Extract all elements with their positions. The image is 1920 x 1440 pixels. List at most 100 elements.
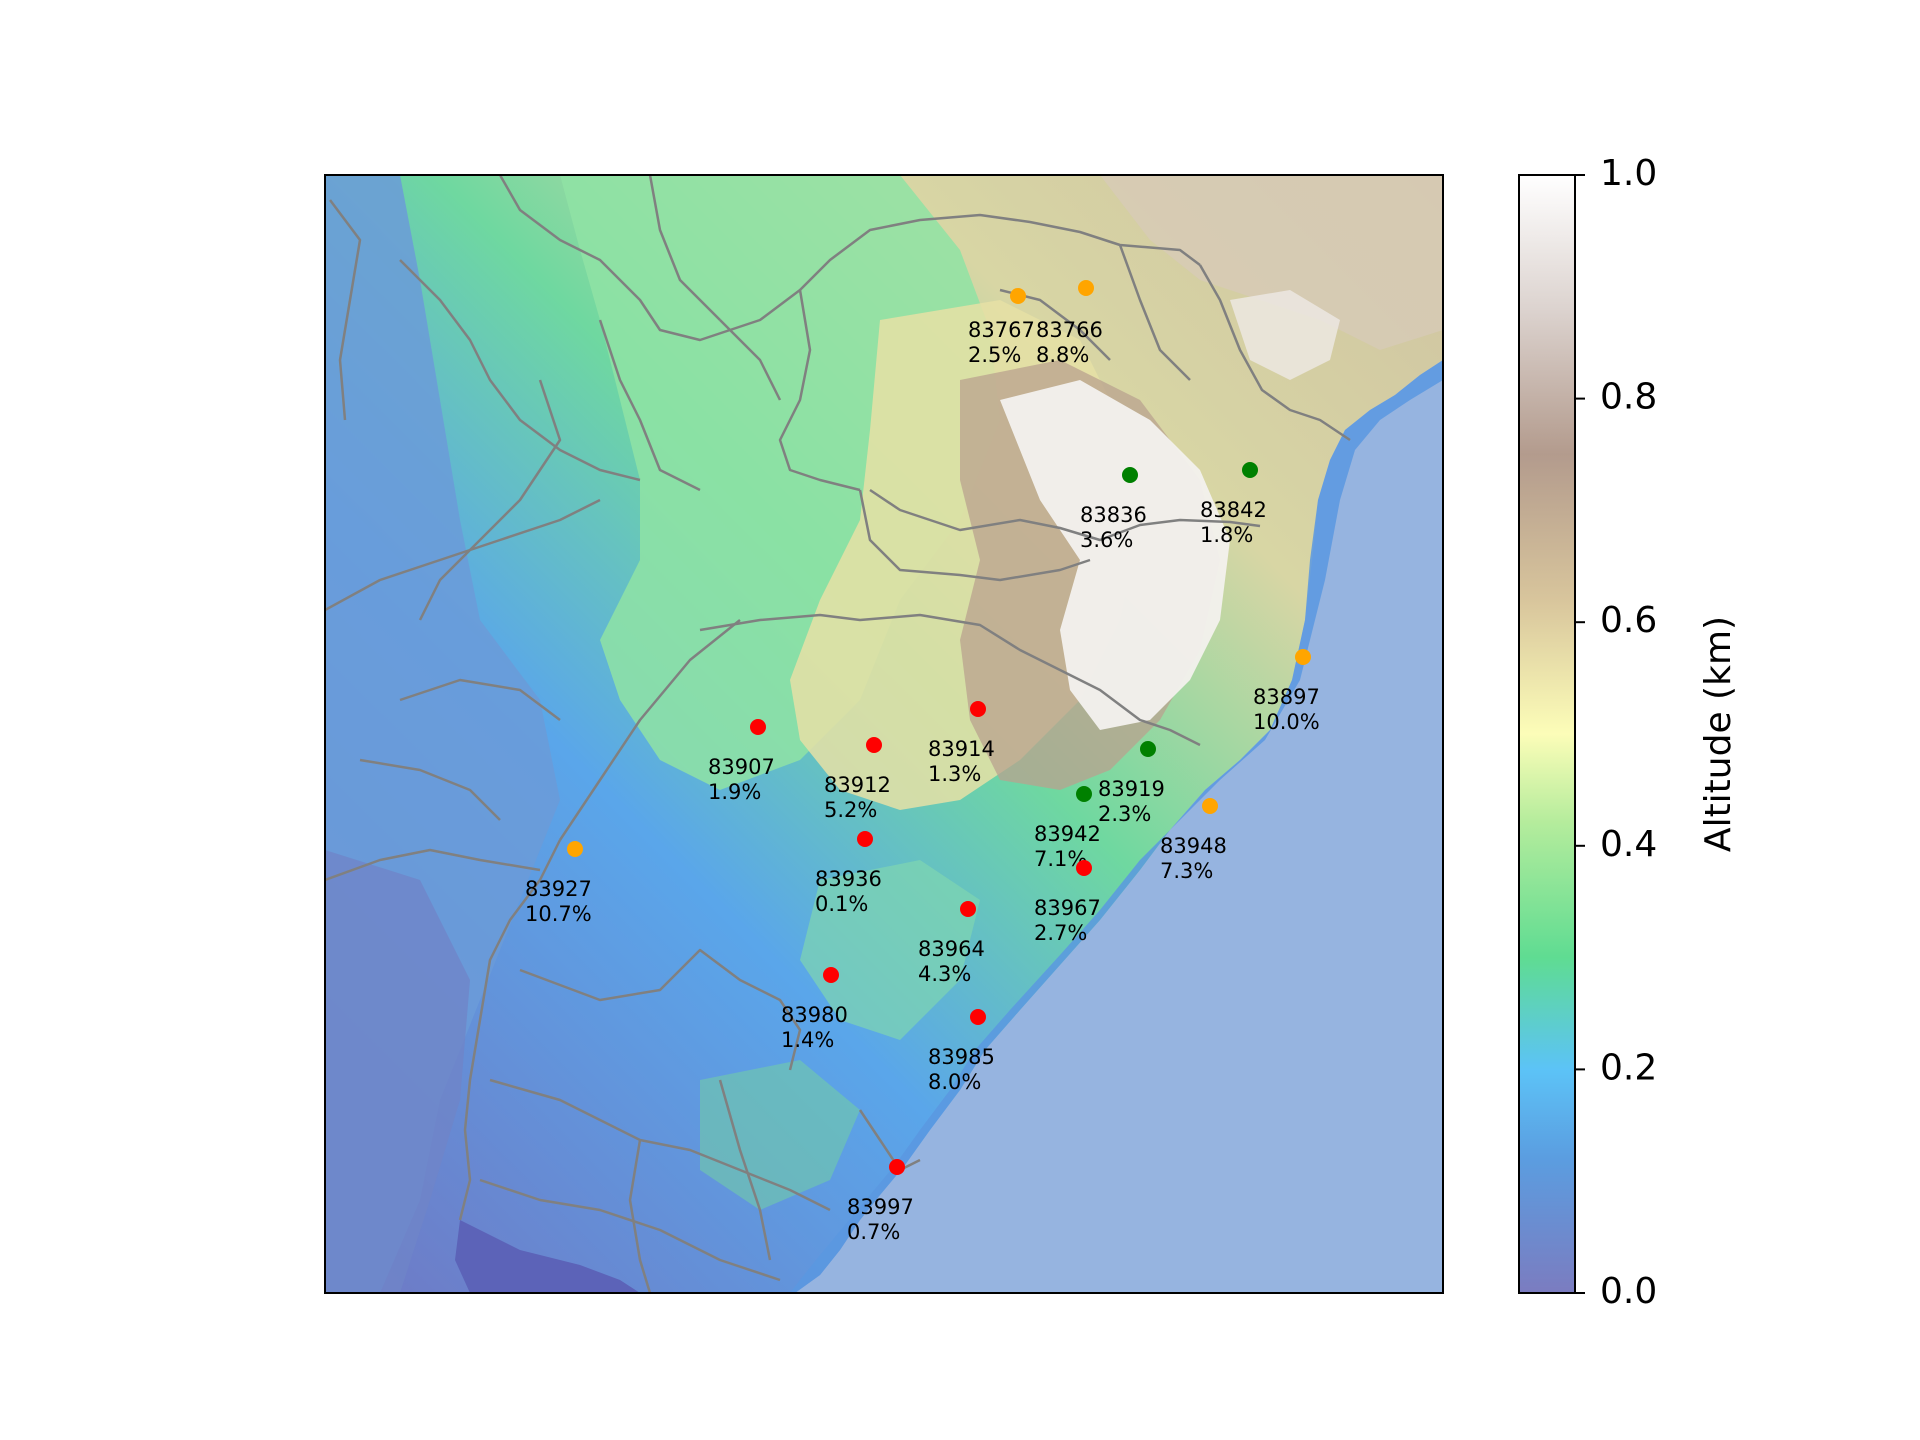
- station-id-label: 83927: [525, 877, 592, 901]
- station-id-label: 83964: [918, 937, 985, 961]
- station-percent-label: 1.4%: [781, 1028, 834, 1052]
- station-percent-label: 10.7%: [525, 902, 592, 926]
- station-marker: [1010, 288, 1026, 304]
- colorbar-tick-label: 0.4: [1600, 824, 1657, 865]
- station-id-label: 83936: [815, 867, 882, 891]
- station-marker: [1078, 280, 1094, 296]
- border-line: [598, 319, 701, 492]
- station-id-label: 83842: [1200, 498, 1267, 522]
- border-lines: [325, 175, 1351, 1293]
- station-id-label: 83914: [928, 737, 995, 761]
- border-line: [628, 1139, 652, 1293]
- colorbar-tick-label: 0.6: [1600, 600, 1657, 641]
- station-id-label: 83836: [1080, 503, 1147, 527]
- map-panel: 837672.5%837668.8%838363.6%838421.8%8389…: [325, 175, 1443, 1293]
- colorbar-gradient: [1519, 175, 1575, 1293]
- station-percent-label: 2.7%: [1034, 921, 1087, 945]
- border-line: [558, 619, 741, 841]
- station-percent-label: 1.3%: [928, 762, 981, 786]
- station-marker: [889, 1159, 905, 1175]
- border-line: [399, 678, 561, 721]
- border-line: [489, 1078, 831, 1212]
- station-percent-label: 5.2%: [824, 798, 877, 822]
- border-line: [869, 488, 1261, 542]
- map-frame: [324, 174, 1444, 1294]
- station-id-label: 83912: [824, 773, 891, 797]
- colorbar-ticks: 0.0 0.2 0.4 0.6 0.8 1.0: [1575, 153, 1657, 1312]
- border-line: [418, 379, 562, 621]
- station-id-label: 83967: [1034, 896, 1101, 920]
- colorbar-tick-label: 0.8: [1600, 377, 1657, 418]
- station-marker: [960, 901, 976, 917]
- colorbar-tick-label: 1.0: [1600, 153, 1657, 194]
- station-id-label: 83942: [1034, 822, 1101, 846]
- border-line: [718, 1079, 772, 1261]
- station-percent-label: 1.9%: [708, 780, 761, 804]
- border-line: [399, 259, 641, 482]
- station-marker: [970, 1009, 986, 1025]
- southeast-hills: [700, 1060, 860, 1210]
- border-line: [1118, 244, 1191, 381]
- station-percent-label: 10.0%: [1253, 710, 1320, 734]
- border-line: [858, 1109, 921, 1172]
- station-marker: [1242, 462, 1258, 478]
- border-line: [325, 848, 541, 882]
- station-id-label: 83767: [968, 318, 1035, 342]
- colorbar: 0.0 0.2 0.4 0.6 0.8 1.0 Altitude (km): [1518, 153, 1739, 1312]
- station-marker: [1140, 741, 1156, 757]
- station-id-label: 83919: [1098, 777, 1165, 801]
- station-id-label: 83997: [847, 1195, 914, 1219]
- highland-north-white: [1230, 290, 1340, 380]
- station-percent-label: 3.6%: [1080, 528, 1133, 552]
- station-id-label: 83980: [781, 1003, 848, 1027]
- colorbar-tick-label: 0.2: [1600, 1047, 1657, 1088]
- border-line: [719, 319, 782, 401]
- station-id-label: 83948: [1160, 834, 1227, 858]
- station-percent-label: 8.0%: [928, 1070, 981, 1094]
- border-line: [1198, 264, 1351, 442]
- station-percent-label: 2.3%: [1098, 802, 1151, 826]
- station-marker: [567, 841, 583, 857]
- station-marker: [1076, 860, 1092, 876]
- station-percent-label: 2.5%: [968, 343, 1021, 367]
- station-id-label: 83985: [928, 1045, 995, 1069]
- station-percent-label: 8.8%: [1036, 343, 1089, 367]
- rio-de-la-plata: [455, 1220, 640, 1293]
- lowland-southwest: [325, 850, 470, 1293]
- border-line: [699, 613, 1201, 747]
- south-uplands: [800, 860, 980, 1040]
- station-percent-label: 4.3%: [918, 962, 971, 986]
- station-percent-label: 7.3%: [1160, 859, 1213, 883]
- station-percent-label: 0.1%: [815, 892, 868, 916]
- border-line: [519, 948, 802, 1071]
- border-line: [359, 758, 501, 821]
- border-line: [329, 199, 362, 421]
- border-line: [458, 839, 562, 1221]
- station-id-label: 83766: [1036, 318, 1103, 342]
- station-percent-label: 0.7%: [847, 1220, 900, 1244]
- colorbar-label: Altitude (km): [1698, 616, 1739, 852]
- border-line: [648, 175, 721, 321]
- station-percent-label: 1.8%: [1200, 523, 1253, 547]
- station-marker: [1202, 798, 1218, 814]
- station-marker: [750, 719, 766, 735]
- highland-white: [1000, 380, 1230, 730]
